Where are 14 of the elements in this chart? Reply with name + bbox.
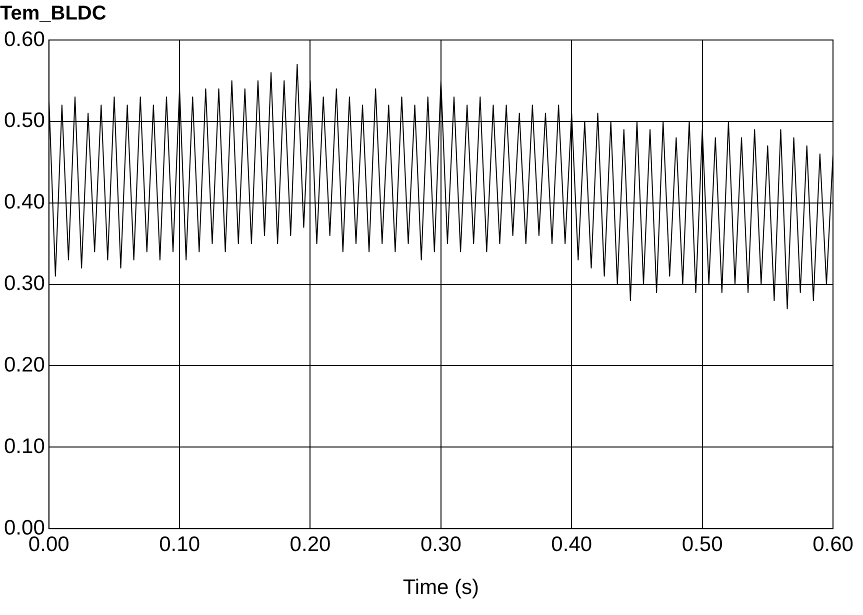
x-tick-label: 0.30: [420, 532, 462, 556]
y-tick-label: 0.10: [4, 434, 45, 458]
chart-title: Tem_BLDC: [0, 2, 106, 25]
x-tick-label: 0.60: [812, 532, 854, 556]
x-tick-label: 0.10: [159, 532, 200, 556]
x-axis-title: Time (s): [402, 576, 480, 600]
y-tick-label: 0.40: [4, 190, 45, 214]
y-tick-label: 0.20: [4, 354, 45, 377]
y-tick-label: 0.50: [4, 109, 45, 132]
y-tick-label: 0.30: [4, 272, 45, 296]
x-tick-label: 0.40: [551, 532, 592, 556]
y-tick-label: 0.60: [4, 28, 45, 51]
x-tick-label: 0.20: [290, 532, 331, 556]
x-tick-label: 0.50: [682, 532, 723, 556]
